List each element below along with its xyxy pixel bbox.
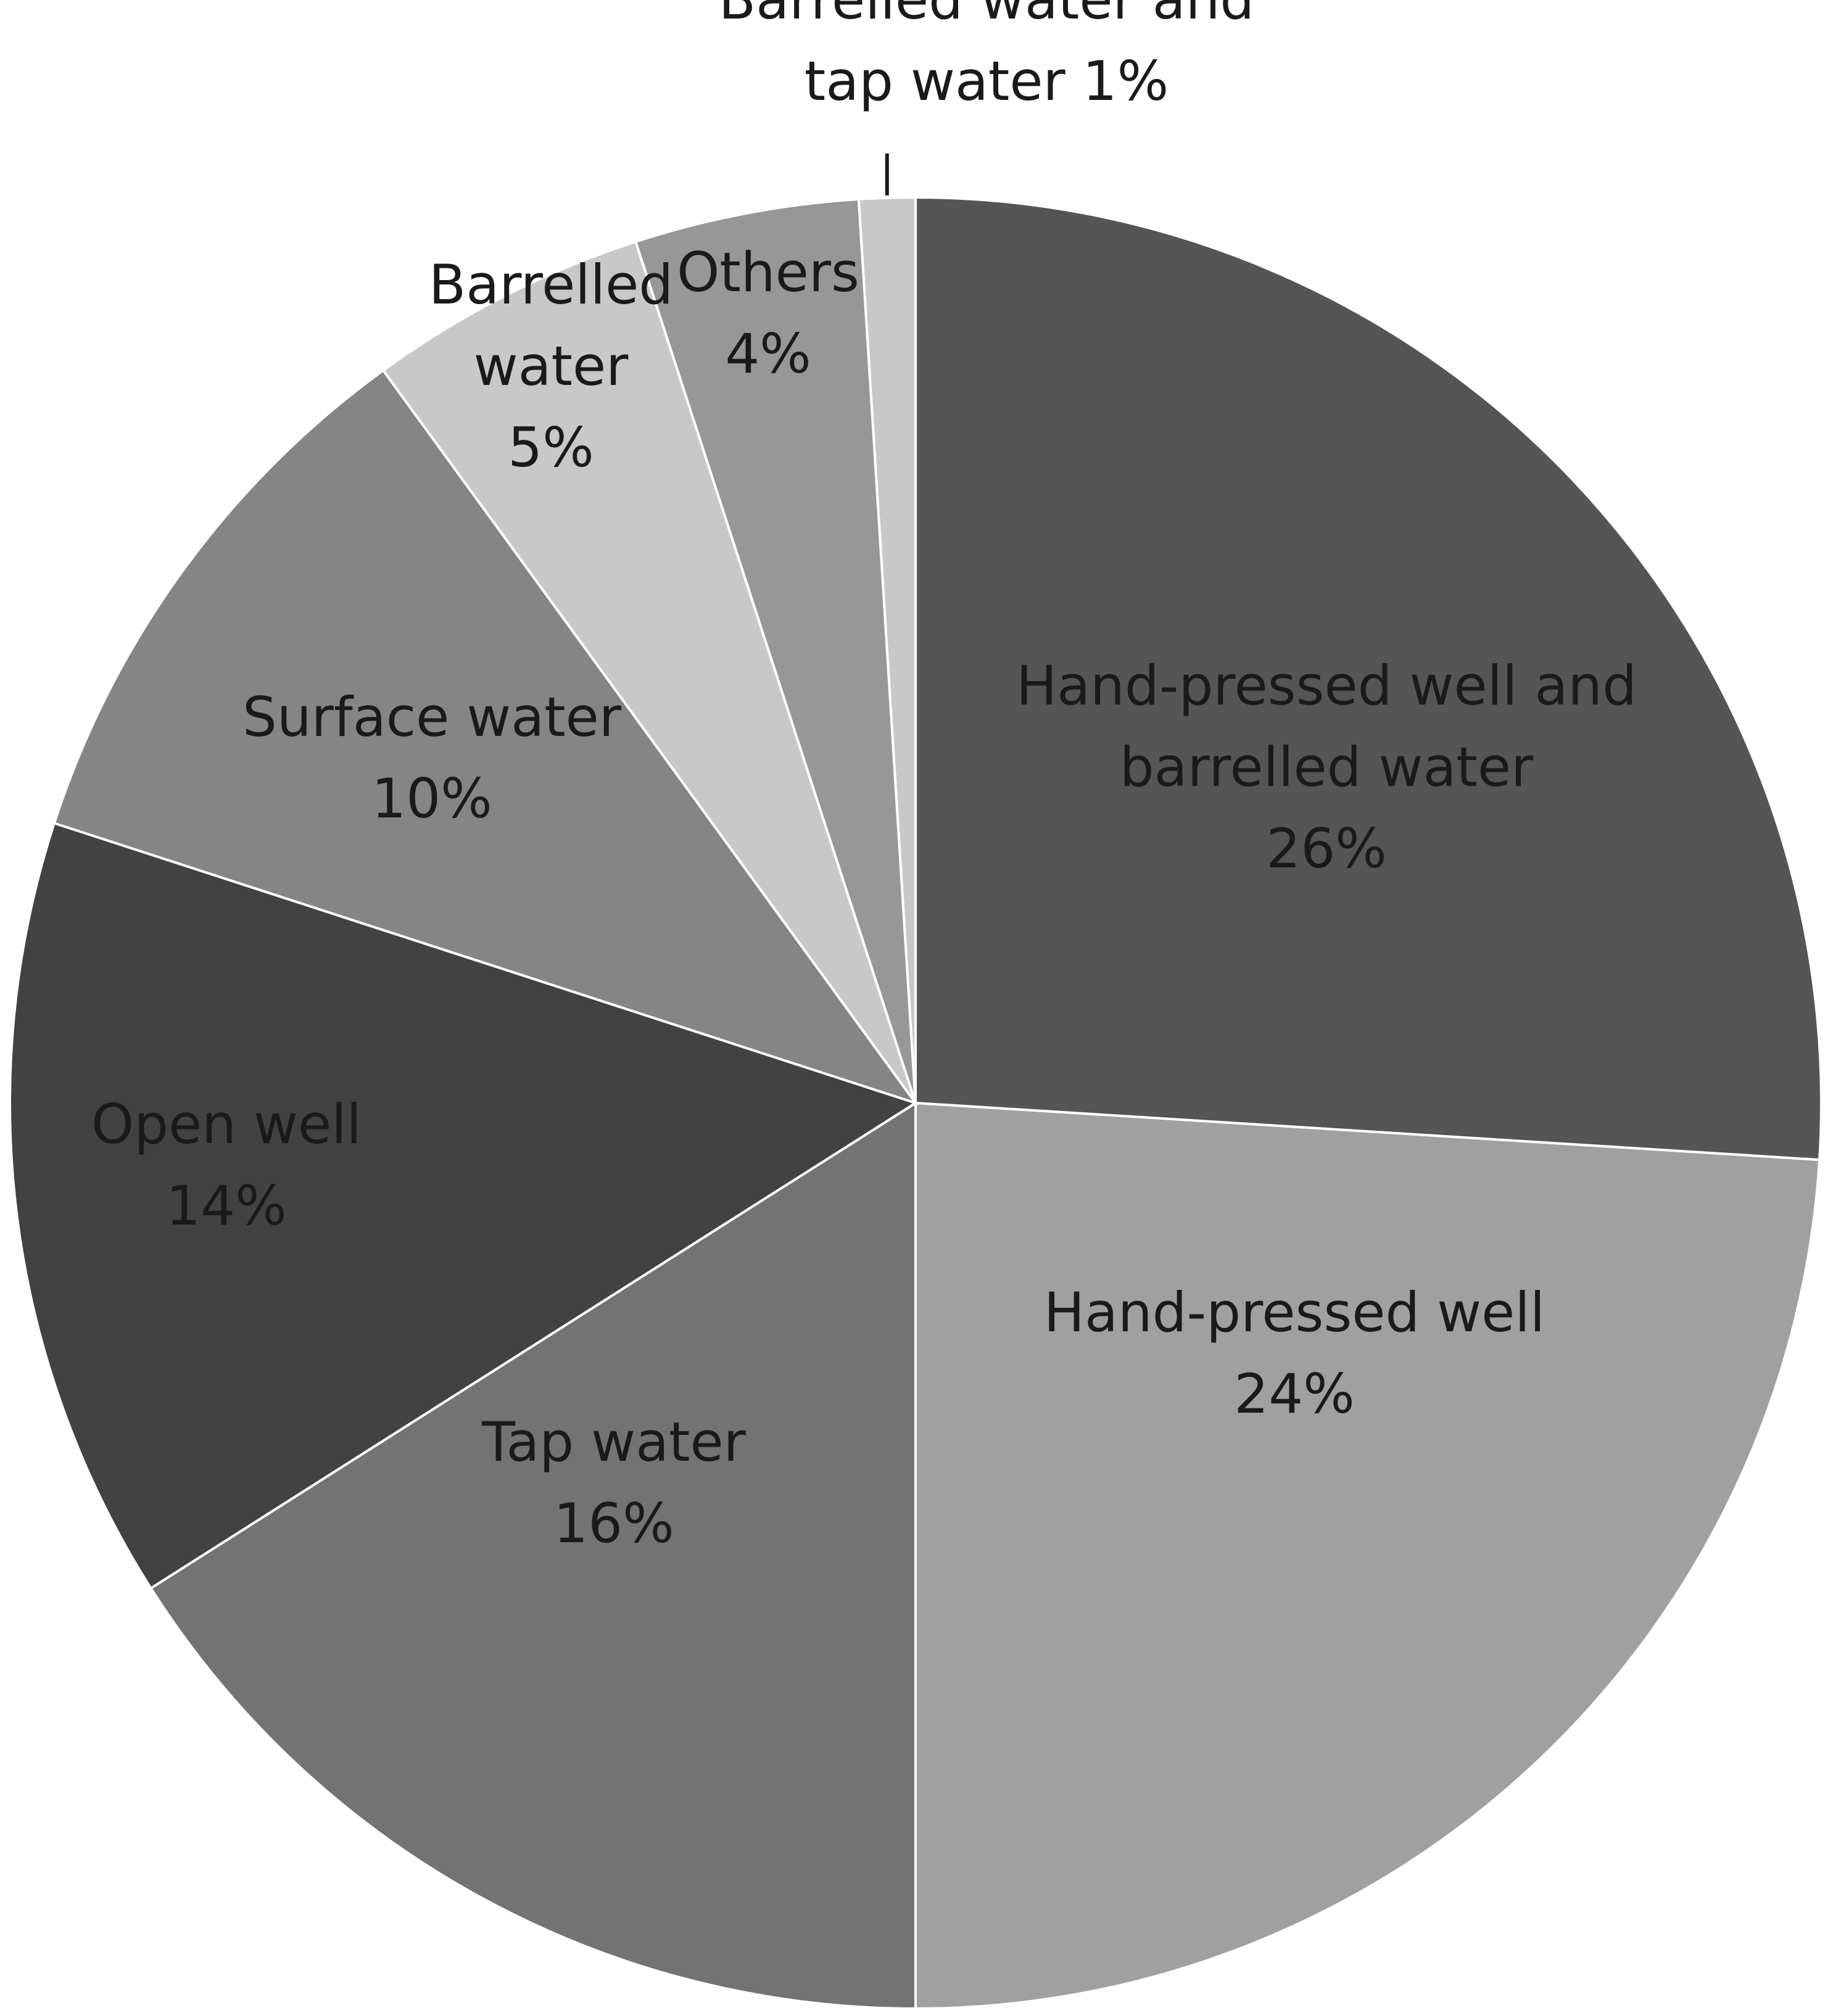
- pie-slice: [914, 1101, 1821, 2010]
- pie-slice: [149, 1101, 917, 2010]
- pie-slice: [914, 196, 1823, 1162]
- pie-slice: [634, 197, 917, 1104]
- slice-label: Hand-pressed well 24%: [1044, 1281, 1545, 1426]
- pie-slices: [9, 196, 1823, 2010]
- pie-slice: [9, 821, 919, 1590]
- slice-label-line: 5%: [508, 416, 594, 479]
- slice-label: Others 4%: [677, 241, 859, 386]
- slice-label-line: Barrelled: [429, 253, 673, 316]
- slice-label: Hand-pressed well and barrelled water 26%: [1016, 654, 1637, 880]
- slice-label-line: 4%: [725, 322, 811, 386]
- slice-label: Barrelled water 5%: [429, 253, 673, 479]
- pie-labels: Hand-pressed well and barrelled water 26%H…: [91, 0, 1637, 1555]
- slice-label-line: Hand-pressed well and: [1016, 654, 1637, 717]
- pie-slice: [52, 368, 919, 1105]
- pie-slice: [381, 240, 917, 1104]
- slice-label-line: Surface water: [242, 685, 622, 749]
- slice-label-line: Hand-pressed well: [1044, 1281, 1545, 1344]
- slice-label-line: barrelled water: [1120, 735, 1534, 799]
- slice-label: Surface water 10%: [242, 685, 622, 830]
- slice-label-line: 24%: [1234, 1362, 1355, 1426]
- slice-label-line: 14%: [166, 1174, 287, 1237]
- slice-label-line: 26%: [1266, 817, 1387, 880]
- slice-label-line: Tap water: [481, 1410, 746, 1474]
- slice-label-line: Open well: [91, 1093, 362, 1156]
- slice-label: Tap water 16%: [481, 1410, 746, 1555]
- slice-label-line: 10%: [371, 767, 492, 830]
- slice-label: Barrelled water and tap water 1%: [719, 0, 1254, 113]
- pie-slice: [857, 196, 917, 1104]
- slice-label-line: Others: [677, 241, 859, 304]
- slice-label-line: water: [474, 334, 629, 398]
- slice-label-line: Barrelled water and: [719, 0, 1254, 31]
- slice-label-line: 16%: [553, 1492, 674, 1555]
- slice-label-line: tap water 1%: [805, 49, 1169, 113]
- slice-label: Open well 14%: [91, 1093, 362, 1237]
